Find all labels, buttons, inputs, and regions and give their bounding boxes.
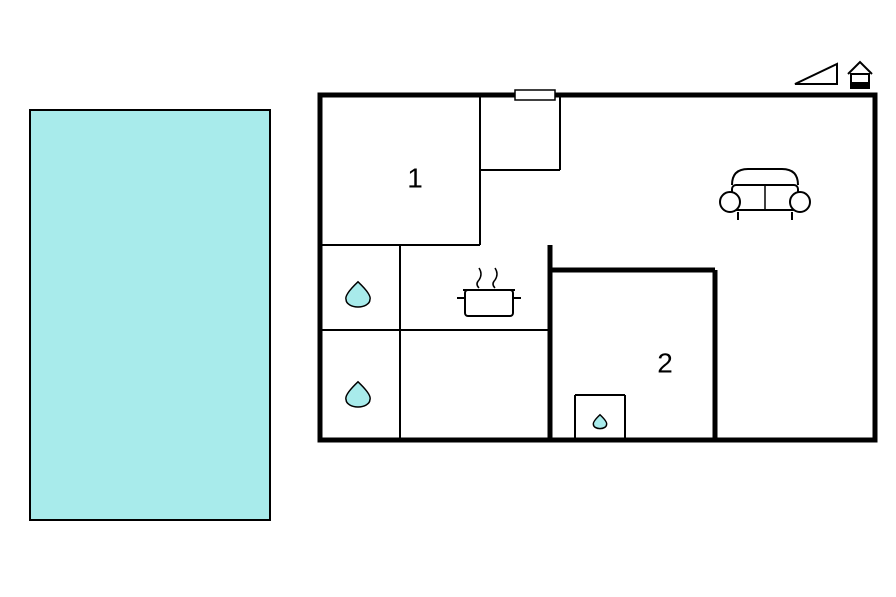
room-2-label: 2 <box>657 347 673 378</box>
window <box>515 90 555 100</box>
pool <box>30 110 270 520</box>
room-1-label: 1 <box>407 162 423 193</box>
floor-plan: 12 <box>0 0 896 597</box>
